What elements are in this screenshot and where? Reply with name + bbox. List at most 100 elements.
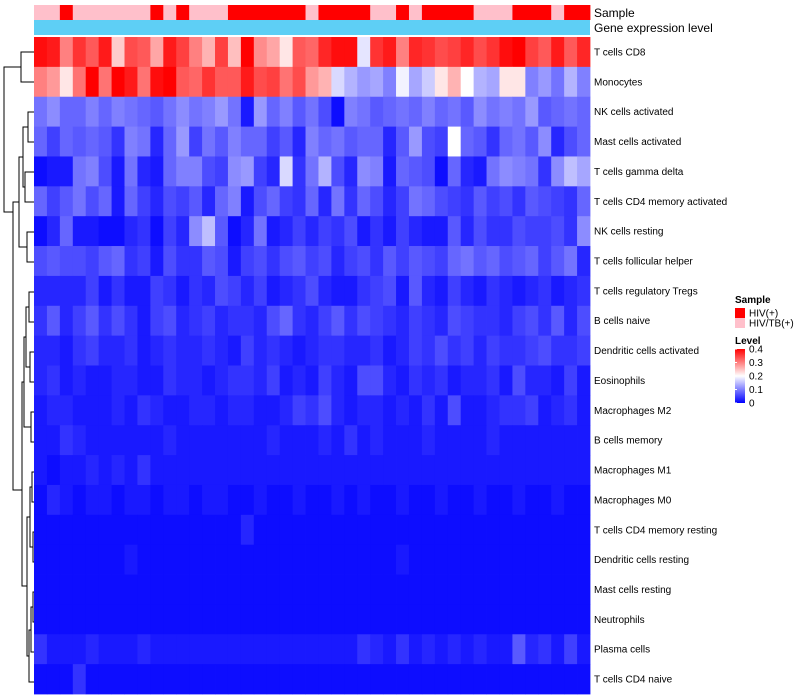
- heatmap-cell: [370, 305, 384, 337]
- sample-annotation-cell: [460, 5, 475, 20]
- heatmap-cell: [551, 305, 565, 337]
- heatmap-cell: [421, 634, 436, 665]
- heatmap-cell: [266, 96, 281, 127]
- heatmap-cell: [227, 186, 242, 217]
- heatmap-cell: [305, 126, 319, 157]
- heatmap-cell: [34, 335, 48, 366]
- heatmap-cell: [215, 395, 229, 426]
- heatmap-cell: [357, 634, 371, 665]
- heatmap-cell: [34, 395, 48, 426]
- heatmap-cell: [46, 96, 61, 127]
- heatmap-cell: [34, 156, 48, 187]
- sample-annotation-cell: [189, 5, 203, 20]
- heatmap-cell: [447, 66, 462, 98]
- heatmap-cell: [499, 514, 513, 546]
- heatmap-cell: [202, 335, 216, 366]
- heatmap-cell: [396, 305, 410, 337]
- sample-annotation-cell: [447, 5, 462, 20]
- heatmap-cell: [473, 156, 487, 187]
- heatmap-cell: [46, 514, 61, 546]
- heatmap-cell: [163, 455, 177, 486]
- heatmap-cell: [577, 305, 591, 337]
- heatmap-cell: [34, 574, 48, 605]
- sample-annotation-cell: [551, 5, 565, 20]
- row-dendrogram: [3, 51, 34, 683]
- heatmap-cell: [421, 395, 436, 426]
- heatmap-cell: [551, 156, 565, 187]
- heatmap-cell: [227, 96, 242, 127]
- heatmap-cell: [434, 305, 449, 337]
- heatmap-cell: [344, 186, 358, 217]
- heatmap-cell: [499, 574, 513, 605]
- heatmap-cell: [59, 514, 74, 546]
- heatmap-cell: [266, 335, 281, 366]
- sample-annotation-cell: [98, 5, 112, 20]
- heatmap-cell: [473, 305, 487, 337]
- heatmap-cell: [98, 514, 112, 546]
- heatmap-cell: [150, 425, 164, 456]
- heatmap-cell: [292, 275, 306, 307]
- heatmap-cell: [46, 246, 61, 277]
- heatmap-cell: [111, 216, 125, 247]
- heatmap-cell: [551, 37, 565, 68]
- heatmap-cell: [318, 395, 332, 426]
- heatmap-cell: [279, 604, 294, 635]
- heatmap-cell: [150, 156, 164, 187]
- heatmap-cell: [396, 574, 410, 605]
- heatmap-cell: [447, 574, 462, 605]
- row-label: NK cells activated: [594, 107, 673, 118]
- heatmap-cell: [551, 96, 565, 127]
- heatmap-cell: [202, 305, 216, 337]
- heatmap-cell: [357, 425, 371, 456]
- heatmap-cell: [318, 246, 332, 277]
- heatmap-cell: [525, 156, 539, 187]
- heatmap-cell: [59, 484, 74, 516]
- sample-annotation-cell: [46, 5, 61, 20]
- heatmap-cell: [499, 66, 513, 98]
- dendrogram-branch-12: [30, 411, 34, 443]
- heatmap-cell: [331, 664, 345, 695]
- annotation-track-label: Gene expression level: [594, 21, 713, 35]
- heatmap-cell: [344, 37, 358, 68]
- heatmap-cell: [240, 395, 255, 426]
- heatmap-cell: [434, 425, 449, 456]
- sample-annotation-cell: [512, 5, 526, 20]
- heatmap-cell: [318, 186, 332, 217]
- heatmap-cell: [292, 544, 306, 575]
- heatmap-cell: [331, 335, 345, 366]
- sample-annotation-cell: [176, 5, 190, 20]
- heatmap-cell: [370, 365, 384, 396]
- heatmap-cell: [189, 126, 203, 157]
- heatmap-cell: [486, 634, 500, 665]
- heatmap-cell: [266, 455, 281, 486]
- sample-annotation-cell: [85, 5, 100, 20]
- heatmap-cell: [59, 574, 74, 605]
- heatmap-cell: [434, 335, 449, 366]
- heatmap-cell: [111, 275, 125, 307]
- heatmap-cell: [525, 275, 539, 307]
- heatmap-cell: [98, 96, 112, 127]
- heatmap-cell: [473, 604, 487, 635]
- heatmap-cell: [370, 544, 384, 575]
- heatmap-cell: [253, 305, 268, 337]
- heatmap-cell: [551, 365, 565, 396]
- heatmap-cell: [447, 425, 462, 456]
- heatmap-cell: [137, 634, 151, 665]
- heatmap-cell: [98, 574, 112, 605]
- heatmap-cell: [150, 335, 164, 366]
- heatmap-cell: [85, 156, 100, 187]
- heatmap-cell: [434, 604, 449, 635]
- heatmap-cell: [227, 275, 242, 307]
- heatmap-cell: [176, 335, 190, 366]
- heatmap-cell: [473, 37, 487, 68]
- heatmap-cell: [72, 664, 87, 695]
- heatmap-cell: [292, 365, 306, 396]
- heatmap-cell: [577, 604, 591, 635]
- heatmap-cell: [46, 604, 61, 635]
- heatmap-cell: [305, 664, 319, 695]
- heatmap-cell: [111, 634, 125, 665]
- sample-annotation-cell: [305, 5, 319, 20]
- heatmap-cell: [525, 455, 539, 486]
- heatmap-cell: [176, 664, 190, 695]
